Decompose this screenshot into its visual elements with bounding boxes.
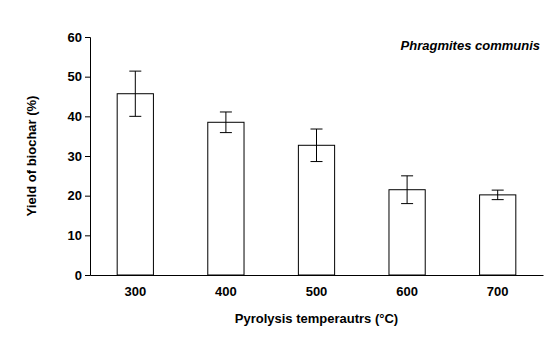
annotation: Phragmites communis	[401, 38, 540, 53]
chart: 0 10 20 30 40 50 60 300 400 500 600 700 Pyrolysis te…	[0, 0, 548, 341]
x-tick-label: 500	[306, 284, 328, 299]
y-tick-label: 50	[68, 69, 82, 84]
marks	[117, 71, 516, 275]
y-tick: 40	[68, 109, 90, 124]
x-tick-label: 600	[396, 284, 418, 299]
x-axis: 300 400 500 600 700	[91, 275, 544, 299]
y-axis-line	[85, 38, 91, 276]
error-bar	[492, 190, 504, 200]
y-tick-label: 20	[68, 188, 82, 203]
error-bar-line	[492, 190, 504, 191]
error-bar-line	[129, 116, 141, 117]
x-tick: 400	[215, 275, 237, 299]
y-tick-label: 30	[68, 149, 82, 164]
bar	[480, 195, 516, 275]
error-bar-line	[316, 129, 317, 162]
x-tick: 300	[124, 275, 146, 299]
bar	[298, 145, 334, 275]
error-bar	[220, 112, 232, 133]
y-tick: 30	[68, 149, 90, 164]
error-bar-line	[407, 176, 408, 204]
y-tick: 0	[75, 268, 90, 283]
error-bar-line	[220, 111, 232, 112]
y-axis: 0 10 20 30 40 50 60	[68, 30, 91, 283]
y-tick-label: 0	[75, 268, 82, 283]
x-tick-label: 700	[487, 284, 509, 299]
x-tick: 500	[306, 275, 328, 299]
x-axis-line	[91, 275, 544, 276]
bar	[117, 94, 153, 275]
x-axis-title: Pyrolysis temperautrs (°C)	[235, 311, 398, 326]
y-tick: 20	[68, 188, 90, 203]
error-bar-line	[311, 161, 323, 162]
error-bar-line	[135, 71, 136, 116]
error-bar	[401, 176, 413, 204]
error-bar-line	[225, 112, 226, 133]
error-bar	[311, 129, 323, 162]
y-tick-mark	[85, 275, 90, 276]
y-tick-label: 40	[68, 109, 82, 124]
y-tick: 60	[68, 30, 90, 45]
y-tick-mark	[85, 116, 90, 117]
error-bar-line	[497, 190, 498, 200]
y-tick-mark	[85, 235, 90, 236]
y-tick-mark	[85, 77, 90, 78]
plot: 0 10 20 30 40 50 60 300 400 500 600 700	[68, 30, 544, 300]
y-tick: 50	[68, 69, 90, 84]
y-tick-mark	[85, 37, 90, 38]
y-tick: 10	[68, 228, 90, 243]
error-bar-line	[311, 129, 323, 130]
y-tick-mark	[85, 196, 90, 197]
x-tick-label: 300	[124, 284, 146, 299]
error-bar-line	[401, 175, 413, 176]
y-tick-mark	[85, 156, 90, 157]
y-tick-label: 60	[68, 30, 82, 45]
error-bar-line	[129, 71, 141, 72]
error-bar	[129, 71, 141, 116]
y-tick-label: 10	[68, 228, 82, 243]
error-bar-line	[220, 132, 232, 133]
y-axis-title: Yield of biochar (%)	[24, 96, 39, 217]
bar	[208, 122, 244, 275]
error-bar-line	[492, 199, 504, 200]
x-tick: 700	[487, 275, 509, 299]
error-bar-line	[401, 203, 413, 204]
x-tick-label: 400	[215, 284, 237, 299]
x-tick: 600	[396, 275, 418, 299]
